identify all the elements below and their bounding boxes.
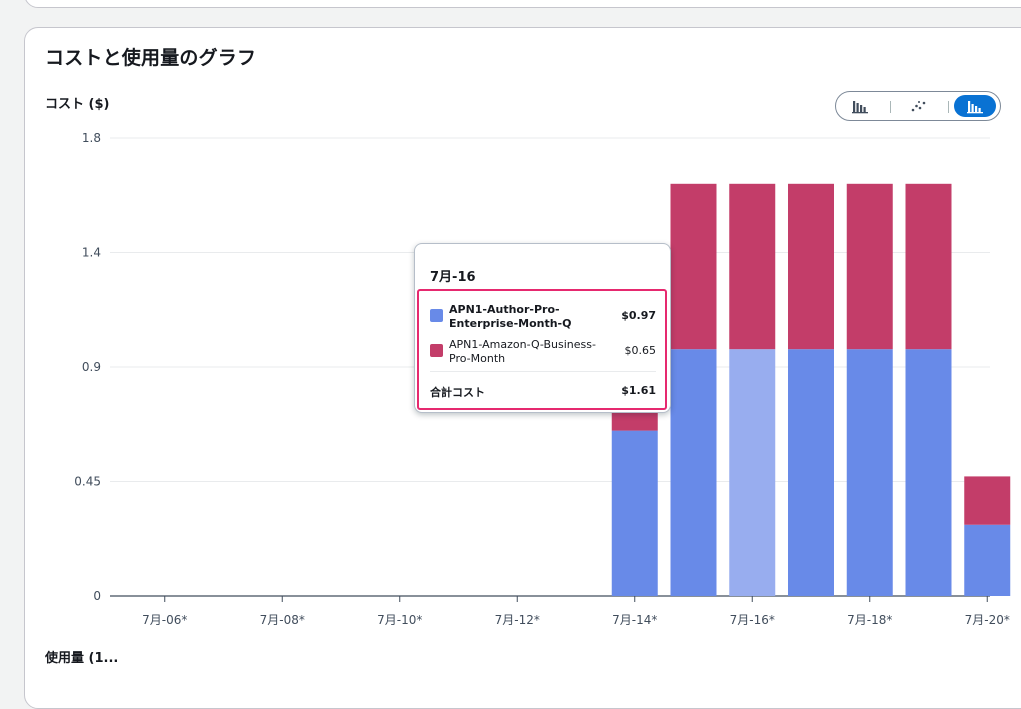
- y-axis-title: コスト ($): [45, 97, 110, 112]
- toggle-divider: [948, 101, 949, 113]
- tooltip-divider: [430, 371, 656, 372]
- tooltip-total-label: 合計コスト: [430, 386, 485, 399]
- line-chart-icon: [911, 101, 926, 112]
- y-tick-label: 1.4: [82, 246, 101, 260]
- bar-author-pro-enterprise[interactable]: [905, 349, 952, 596]
- x-tick-label: 7月-18*: [847, 613, 892, 627]
- line-chart-toggle-button[interactable]: [898, 95, 940, 117]
- tooltip-total-value: $1.61: [621, 384, 656, 397]
- bar-author-pro-enterprise[interactable]: [788, 349, 834, 596]
- bar-author-pro-enterprise[interactable]: [611, 430, 658, 596]
- tooltip-series-name: APN1-Author-Pro-Enterprise-Month-Q: [449, 303, 572, 330]
- bar-author-pro-enterprise[interactable]: [846, 349, 893, 596]
- tooltip-series-value: $0.97: [621, 309, 656, 322]
- x-tick-label: 7月-20*: [965, 613, 1010, 627]
- x-tick-label: 7月-14*: [612, 613, 657, 627]
- y-tick-label: 1.8: [82, 131, 101, 145]
- bar-amazon-q-business-pro[interactable]: [846, 183, 893, 350]
- tooltip-total: 合計コスト $1.61: [430, 384, 656, 400]
- tooltip-highlight-box: APN1-Author-Pro-Enterprise-Month-Q $0.97…: [417, 289, 667, 410]
- stacked-bar-chart-toggle-button[interactable]: [954, 95, 996, 117]
- y-tick-label: 0.45: [74, 475, 101, 489]
- x-tick-label: 7月-08*: [260, 613, 305, 627]
- bar-author-pro-enterprise[interactable]: [729, 349, 776, 596]
- x-tick-label: 7月-10*: [377, 613, 422, 627]
- bar-amazon-q-business-pro[interactable]: [729, 183, 776, 350]
- stacked-cost-bar-chart: 1.8 1.4 0.9 0.45 0 7月-06* 7月-08* 7月-10* 7月-12* 7月…: [74, 131, 1011, 627]
- y-tick-label: 0: [93, 589, 101, 603]
- tooltip-series-name: APN1-Amazon-Q-Business-Pro-Month: [449, 338, 596, 365]
- tooltip-series-value: $0.65: [624, 344, 657, 357]
- legend-swatch-author: [430, 309, 443, 322]
- x-tick-label: 7月-06*: [142, 613, 187, 627]
- card-title: コストと使用量のグラフ: [45, 47, 257, 69]
- bar-amazon-q-business-pro[interactable]: [670, 183, 717, 350]
- bar-author-pro-enterprise[interactable]: [670, 349, 717, 596]
- bar-chart-toggle-button[interactable]: [839, 95, 881, 117]
- bar-amazon-q-business-pro[interactable]: [905, 183, 952, 350]
- x-tick-label: 7月-12*: [495, 613, 540, 627]
- toggle-divider: [890, 101, 891, 113]
- tooltip-date: 7月-16: [430, 270, 476, 285]
- chart-tooltip: 7月-16 APN1-Author-Pro-Enterprise-Month-Q…: [414, 243, 671, 413]
- stacked-bar-chart-icon: [967, 101, 983, 114]
- x-tick-label: 7月-16*: [730, 613, 775, 627]
- legend-swatch-amazon-q: [430, 344, 443, 357]
- bar-amazon-q-business-pro[interactable]: [788, 183, 834, 350]
- bar-author-pro-enterprise[interactable]: [964, 524, 1011, 596]
- chart-type-toggle: [835, 91, 1001, 121]
- y-tick-label: 0.9: [82, 360, 101, 374]
- bar-amazon-q-business-pro[interactable]: [964, 476, 1011, 525]
- bar-chart-icon: [852, 101, 868, 114]
